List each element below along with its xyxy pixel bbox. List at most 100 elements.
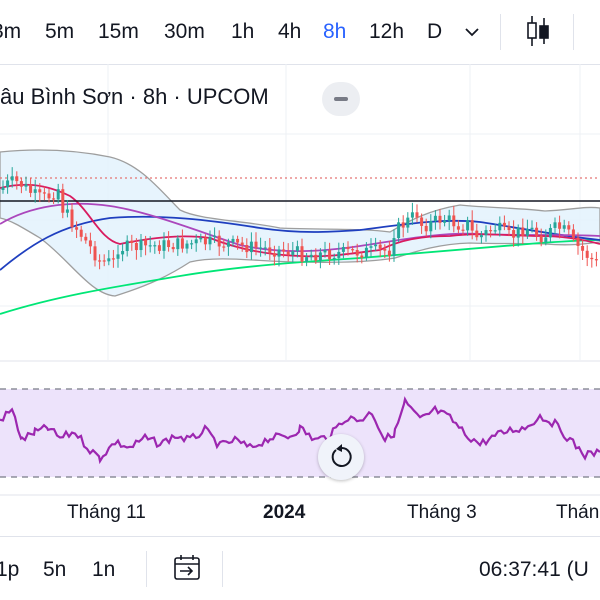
clock-readout[interactable]: 06:37:41 (U: [479, 558, 589, 581]
interval-d[interactable]: D: [427, 20, 443, 43]
candle-body: [443, 220, 447, 223]
candle-body: [332, 257, 336, 260]
candle-body: [98, 260, 102, 262]
candle-body: [314, 254, 318, 261]
candle-body: [378, 244, 382, 249]
toolbar-separator: [500, 14, 501, 50]
candle-body: [52, 198, 56, 200]
interval-1h[interactable]: 1h: [231, 20, 255, 43]
candle-body: [47, 193, 51, 199]
candle-body: [512, 230, 516, 238]
candle-body: [355, 249, 359, 256]
interval-5m[interactable]: 5m: [45, 20, 75, 43]
rsi-line: [0, 396, 600, 465]
interval-8h[interactable]: 8h: [323, 20, 347, 43]
candle-body: [581, 245, 585, 251]
candle-body: [406, 217, 410, 228]
range-1n[interactable]: 1n: [92, 558, 116, 581]
candle-body: [199, 237, 203, 240]
candle-body: [295, 246, 299, 252]
candle-body: [364, 247, 368, 258]
candle-body: [328, 250, 332, 260]
candle-body: [300, 246, 304, 262]
candle-body: [401, 222, 405, 228]
candle-body: [107, 258, 111, 262]
candle-body: [268, 247, 272, 254]
bollinger-band: [0, 149, 600, 297]
candle-body: [121, 251, 125, 255]
candle-body: [553, 222, 557, 228]
candle-body: [594, 259, 598, 261]
candle-body: [153, 245, 157, 247]
reset-chart-button[interactable]: [318, 434, 364, 480]
candlestick-icon[interactable]: [525, 14, 551, 53]
candle-body: [203, 237, 207, 245]
time-label-next: Thán: [556, 502, 600, 523]
candle-body: [19, 181, 23, 187]
candle-body: [489, 230, 493, 232]
candle-body: [585, 250, 589, 258]
candle-body: [282, 249, 286, 252]
candle-body: [231, 238, 235, 243]
candle-body: [222, 246, 226, 248]
candle-body: [157, 245, 161, 251]
candle-body: [226, 242, 230, 247]
candle-body: [466, 220, 470, 231]
candle-body: [452, 215, 456, 227]
candle-body: [240, 242, 244, 246]
candle-body: [544, 237, 548, 243]
candle-body: [15, 176, 19, 182]
candle-body: [420, 217, 424, 226]
interval-15m[interactable]: 15m: [98, 20, 139, 43]
candle-body: [116, 254, 120, 259]
interval-4h[interactable]: 4h: [278, 20, 302, 43]
candle-body: [493, 230, 497, 232]
candle-body: [111, 258, 115, 260]
candle-body: [535, 227, 539, 236]
candle-body: [433, 215, 437, 222]
candle-body: [305, 257, 309, 262]
candle-body: [185, 243, 189, 249]
candle-body: [144, 239, 148, 246]
price-chart[interactable]: [0, 64, 600, 540]
candle-body: [61, 189, 65, 213]
candle-body: [272, 253, 276, 257]
range-5n[interactable]: 5n: [43, 558, 67, 581]
calendar-goto-icon[interactable]: [172, 554, 202, 587]
candle-body: [194, 239, 198, 244]
candle-body: [567, 225, 571, 230]
candle-body: [369, 246, 373, 248]
candle-body: [56, 189, 60, 200]
candle-body: [75, 227, 79, 230]
interval-30m[interactable]: 30m: [164, 20, 205, 43]
candle-body: [424, 225, 428, 232]
candle-body: [562, 225, 566, 229]
candle-body: [167, 240, 171, 248]
candle-body: [323, 250, 327, 253]
candle-body: [33, 189, 37, 193]
candle-body: [70, 209, 74, 228]
interval-toolbar: 3m 5m 15m 30m 1h 4h 8h 12h D: [0, 0, 600, 64]
interval-12h[interactable]: 12h: [369, 20, 405, 43]
collapse-legend-button[interactable]: [322, 82, 360, 116]
chevron-down-icon[interactable]: [462, 22, 482, 47]
candle-body: [291, 251, 295, 255]
symbol-legend[interactable]: âu Bình Sơn · 8h · UPCOM: [0, 84, 269, 109]
candle-body: [42, 192, 46, 194]
candle-body: [590, 257, 594, 260]
candle-body: [139, 239, 143, 251]
candle-body: [259, 247, 263, 249]
candle-body: [479, 235, 483, 238]
candle-body: [415, 212, 419, 218]
candle-body: [470, 220, 474, 231]
candle-body: [125, 240, 129, 252]
candle-body: [318, 252, 322, 261]
candle-body: [134, 243, 138, 251]
candle-body: [171, 247, 175, 250]
candle-body: [383, 248, 387, 251]
interval-3m[interactable]: 3m: [0, 20, 22, 43]
candle-body: [392, 238, 396, 256]
candle-body: [24, 184, 28, 187]
range-1p[interactable]: 1p: [0, 558, 20, 581]
candle-body: [397, 222, 401, 239]
